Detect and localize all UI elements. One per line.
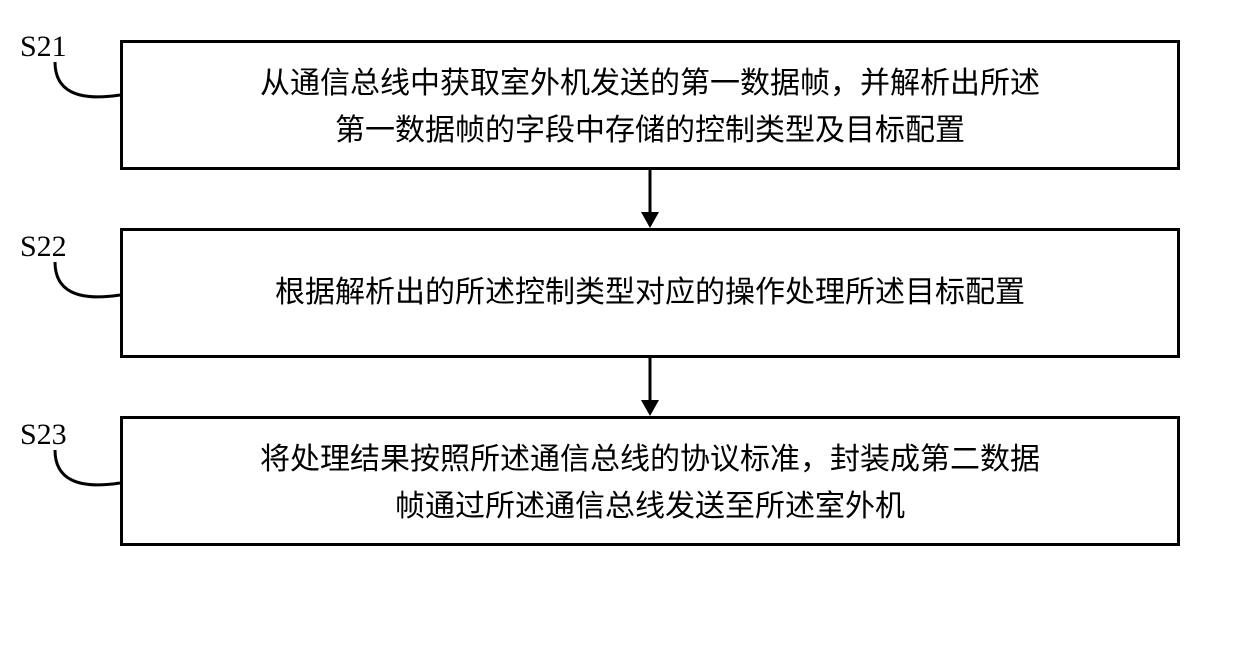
arrow-s22-s23 [635,358,665,416]
step-text-s21-line1: 从通信总线中获取室外机发送的第一数据帧，并解析出所述 [260,67,1040,100]
step-text-s21-line2: 第一数据帧的字段中存储的控制类型及目标配置 [335,114,965,147]
step-text-s23-line2: 帧通过所述通信总线发送至所述室外机 [395,490,905,523]
arrow-s21-s22 [635,170,665,228]
step-text-s23-line1: 将处理结果按照所述通信总线的协议标准，封装成第二数据 [260,443,1040,476]
step-box-s22: 根据解析出的所述控制类型对应的操作处理所述目标配置 [120,228,1180,358]
step-box-s23: 将处理结果按照所述通信总线的协议标准，封装成第二数据 帧通过所述通信总线发送至所… [120,416,1180,546]
step-box-s21: 从通信总线中获取室外机发送的第一数据帧，并解析出所述 第一数据帧的字段中存储的控… [120,40,1180,170]
step-text-s22-line1: 根据解析出的所述控制类型对应的操作处理所述目标配置 [275,270,1025,317]
label-connector-s23 [0,0,140,540]
flowchart-container: 从通信总线中获取室外机发送的第一数据帧，并解析出所述 第一数据帧的字段中存储的控… [120,40,1180,546]
